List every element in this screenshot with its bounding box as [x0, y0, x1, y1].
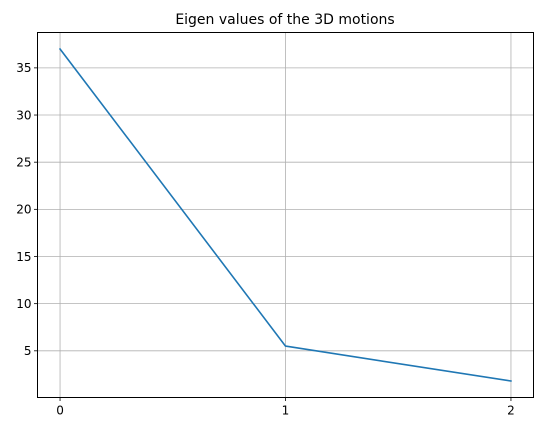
y-tick-label: 35 — [16, 61, 31, 75]
x-tick-label: 1 — [282, 404, 290, 418]
x-tick-label: 0 — [56, 404, 64, 418]
x-tick-label: 2 — [507, 404, 515, 418]
y-tick-label: 25 — [16, 155, 31, 169]
series-layer — [58, 47, 512, 382]
y-tick-label: 10 — [16, 297, 31, 311]
y-tick-label: 30 — [16, 108, 31, 122]
y-tick-label: 20 — [16, 203, 31, 217]
y-tick-label: 5 — [24, 344, 32, 358]
series-line — [58, 47, 512, 382]
chart-title: Eigen values of the 3D motions — [175, 12, 394, 28]
y-tick-label: 15 — [16, 250, 31, 264]
grid — [37, 32, 534, 398]
